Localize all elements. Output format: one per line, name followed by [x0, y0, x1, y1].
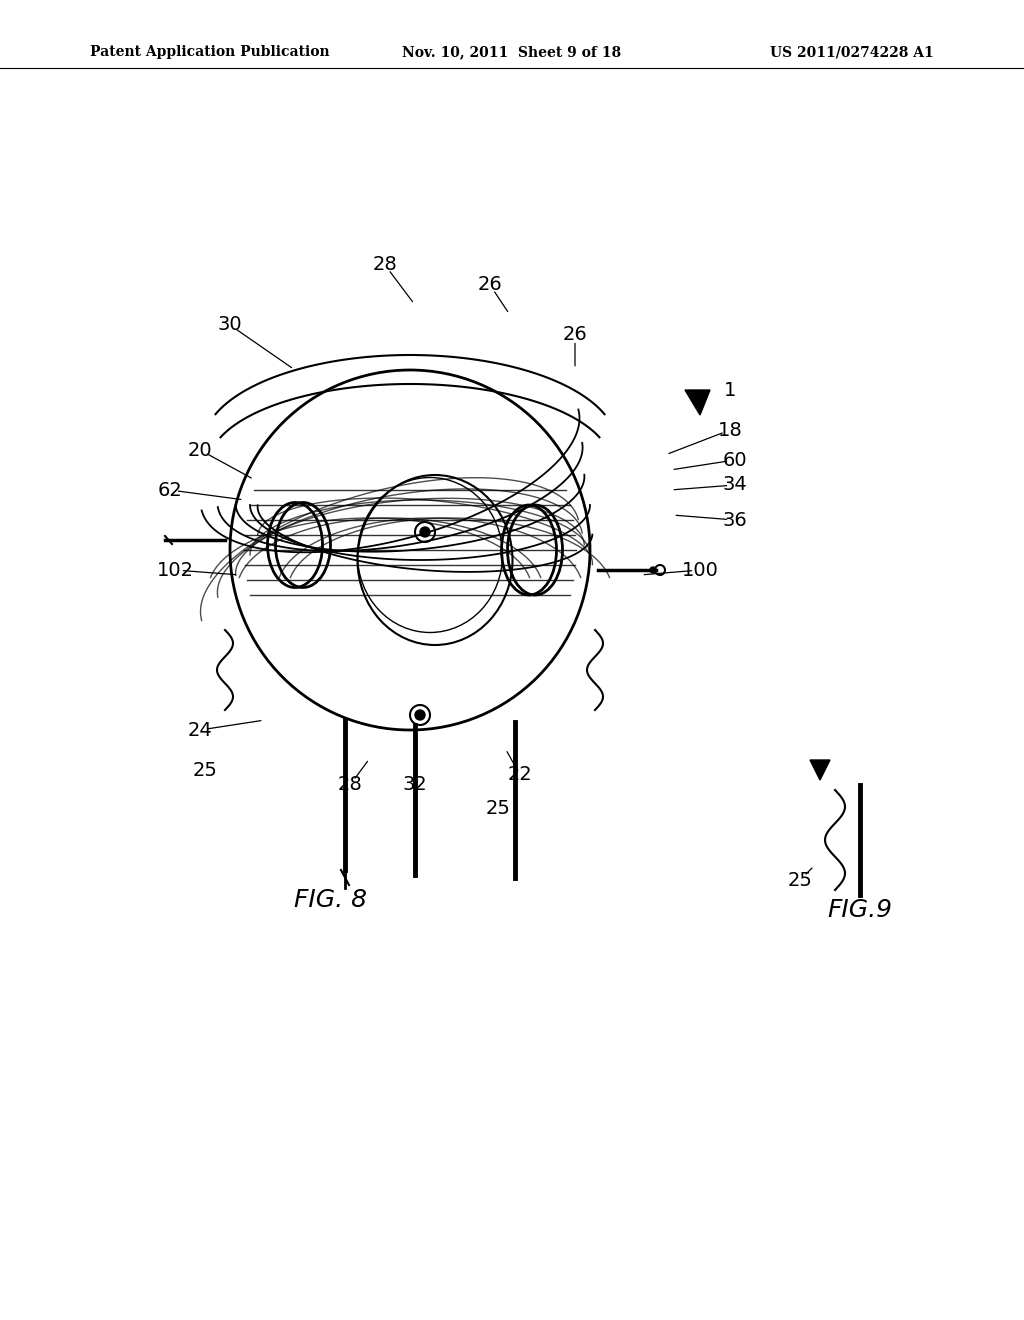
Text: 22: 22 — [508, 766, 532, 784]
Text: 26: 26 — [562, 326, 588, 345]
Text: 28: 28 — [338, 776, 362, 795]
Text: 24: 24 — [187, 721, 212, 739]
Text: 100: 100 — [682, 561, 719, 579]
Text: 28: 28 — [373, 256, 397, 275]
Text: 25: 25 — [485, 799, 510, 817]
Circle shape — [650, 568, 656, 573]
Text: 36: 36 — [723, 511, 748, 529]
Text: 25: 25 — [787, 870, 812, 890]
Text: 60: 60 — [723, 450, 748, 470]
Text: Nov. 10, 2011  Sheet 9 of 18: Nov. 10, 2011 Sheet 9 of 18 — [402, 45, 622, 59]
Circle shape — [420, 527, 430, 537]
Text: FIG.9: FIG.9 — [827, 898, 893, 921]
Text: 1: 1 — [724, 380, 736, 400]
Text: 32: 32 — [402, 776, 427, 795]
Circle shape — [415, 710, 425, 719]
Text: 18: 18 — [718, 421, 742, 440]
Text: FIG. 8: FIG. 8 — [294, 888, 367, 912]
Text: 34: 34 — [723, 475, 748, 495]
Polygon shape — [810, 760, 830, 780]
Polygon shape — [685, 389, 710, 414]
Text: 62: 62 — [158, 480, 182, 499]
Text: 20: 20 — [187, 441, 212, 459]
Text: 25: 25 — [193, 760, 217, 780]
Text: 30: 30 — [218, 315, 243, 334]
Text: 26: 26 — [477, 276, 503, 294]
Text: 102: 102 — [157, 561, 194, 579]
Text: Patent Application Publication: Patent Application Publication — [90, 45, 330, 59]
Text: US 2011/0274228 A1: US 2011/0274228 A1 — [770, 45, 934, 59]
